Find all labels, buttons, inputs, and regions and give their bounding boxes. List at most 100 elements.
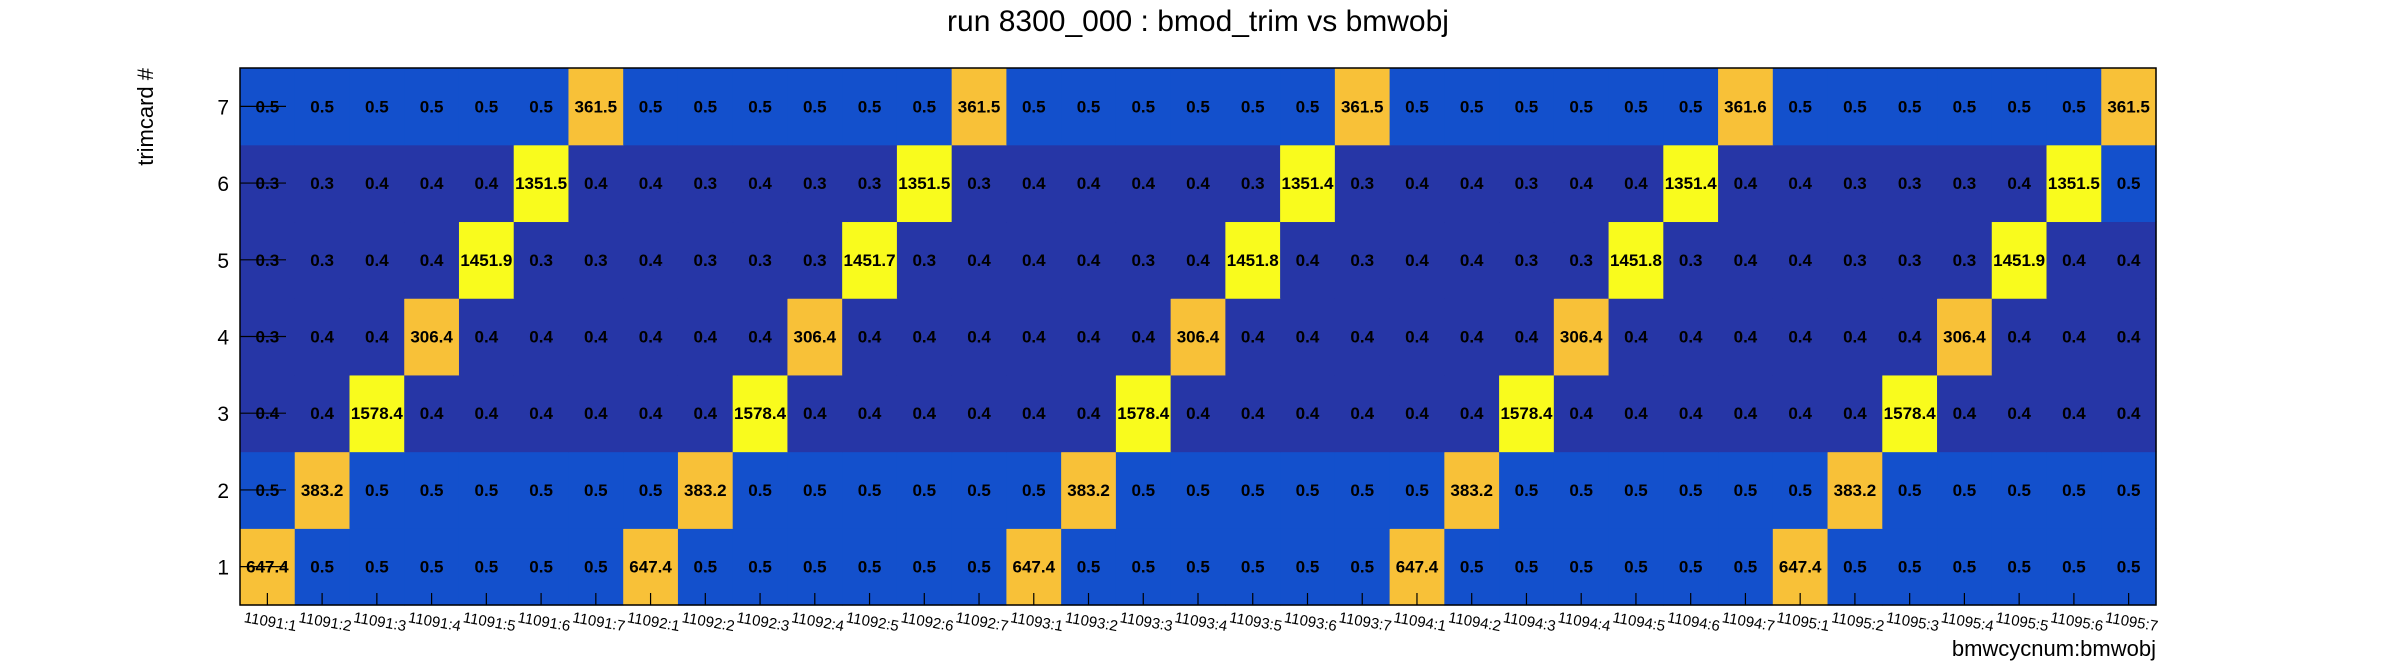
heatmap-cell — [2046, 528, 2102, 606]
cell-value-label: 0.3 — [310, 251, 334, 270]
heatmap-cell — [787, 144, 843, 223]
heatmap-cell — [1991, 298, 2048, 376]
cell-value-label: 0.3 — [1515, 174, 1539, 193]
heatmap-cell — [1280, 221, 1336, 299]
heatmap-cell — [1006, 298, 1062, 376]
cell-value-label: 0.3 — [967, 174, 991, 193]
cell-value-label: 0.3 — [1569, 251, 1593, 270]
cell-value-label: 0.4 — [1077, 251, 1101, 270]
heatmap-cell — [842, 374, 898, 453]
heatmap-cell — [458, 451, 515, 529]
cell-value-label: 0.4 — [1077, 174, 1101, 193]
cell-value-label: 306.4 — [410, 328, 453, 347]
x-tick-label: 11094:6 — [1666, 609, 1721, 635]
heatmap-cell — [677, 528, 734, 606]
heatmap-cell — [1061, 221, 1117, 299]
cell-value-label: 0.4 — [1788, 404, 1812, 423]
cell-value-label: 0.5 — [2062, 97, 2086, 116]
cell-value-label: 0.5 — [1569, 481, 1593, 500]
cell-value-label: 1351.5 — [2048, 174, 2100, 193]
cell-value-label: 0.4 — [1898, 328, 1922, 347]
heatmap-cell — [1937, 528, 1993, 606]
cell-value-label: 0.5 — [803, 558, 827, 577]
cell-value-label: 0.4 — [1405, 328, 1429, 347]
y-axis: 1 2 3 4 5 6 7 — [217, 96, 286, 580]
heatmap-cell — [1115, 528, 1172, 606]
heatmap-cell — [1718, 374, 1774, 453]
x-tick-label: 11095:2 — [1830, 609, 1885, 635]
heatmap-cell — [951, 144, 1007, 223]
cell-value-label: 0.5 — [1898, 97, 1922, 116]
heatmap-cell — [1006, 528, 1062, 606]
cell-value-label: 0.5 — [365, 97, 389, 116]
cell-value-label: 0.4 — [803, 404, 827, 423]
cell-value-label: 0.5 — [1186, 558, 1210, 577]
heatmap-cell — [732, 528, 789, 606]
heatmap-cell — [1170, 221, 1226, 299]
heatmap-cell — [951, 68, 1007, 146]
cell-value-label: 0.3 — [1350, 251, 1374, 270]
heatmap-cell — [568, 221, 624, 299]
cell-value-label: 0.5 — [1679, 558, 1703, 577]
heatmap-cell — [951, 221, 1007, 299]
heatmap-cell — [1772, 221, 1829, 299]
heatmap-cell — [1170, 374, 1226, 453]
cell-value-label: 0.3 — [1898, 251, 1922, 270]
cell-value-label: 0.4 — [1022, 404, 1046, 423]
heatmap-cell — [1061, 144, 1117, 223]
heatmap-cell — [677, 144, 734, 223]
cell-value-label: 0.5 — [1296, 481, 1320, 500]
cell-value-label: 0.5 — [1569, 97, 1593, 116]
heatmap-cell — [2101, 221, 2157, 299]
cell-value-label: 0.4 — [2007, 174, 2031, 193]
cell-value-label: 0.4 — [1843, 404, 1867, 423]
cell-value-label: 0.4 — [1515, 328, 1539, 347]
cell-value-label: 0.4 — [1788, 251, 1812, 270]
heatmap-cell — [1937, 374, 1993, 453]
heatmap-cell — [1225, 144, 1281, 223]
cell-value-label: 306.4 — [1943, 328, 1986, 347]
heatmap-cell — [1389, 374, 1445, 453]
cell-value-label: 0.4 — [1131, 174, 1155, 193]
cell-value-label: 0.4 — [2062, 328, 2086, 347]
x-tick-label: 11095:4 — [1940, 609, 1995, 635]
cell-value-label: 0.4 — [2062, 404, 2086, 423]
heatmap-cell — [1115, 374, 1172, 453]
cell-value-label: 0.3 — [1679, 251, 1703, 270]
cell-value-label: 0.5 — [529, 481, 553, 500]
cell-value-label: 0.5 — [1734, 481, 1758, 500]
x-tick-label: 11092:4 — [790, 609, 845, 635]
heatmap-cell — [1882, 68, 1938, 146]
cell-value-label: 0.5 — [1624, 558, 1648, 577]
cell-value-label: 0.5 — [420, 481, 444, 500]
heatmap-cell — [1334, 374, 1391, 453]
heatmap-cell — [2046, 298, 2102, 376]
cell-value-label: 0.5 — [912, 97, 936, 116]
heatmap-cell — [1499, 451, 1555, 529]
cell-value-label: 1351.5 — [515, 174, 567, 193]
cell-value-label: 383.2 — [1067, 481, 1110, 500]
heatmap-cell — [404, 528, 460, 606]
cell-value-label: 0.5 — [529, 558, 553, 577]
cell-value-label: 0.3 — [803, 174, 827, 193]
cell-value-label: 0.5 — [1624, 481, 1648, 500]
y-axis-label: trimcard # — [133, 67, 158, 166]
heatmap-cell — [349, 68, 405, 146]
chart-title: run 8300_000 : bmod_trim vs bmwobj — [947, 5, 1449, 38]
heatmap-cell — [458, 144, 515, 223]
heatmap-cell — [623, 68, 679, 146]
cell-value-label: 0.4 — [475, 174, 499, 193]
cell-value-label: 0.4 — [1460, 251, 1484, 270]
heatmap-cell — [1991, 451, 2048, 529]
cell-value-label: 0.5 — [858, 558, 882, 577]
cell-value-label: 0.5 — [1296, 97, 1320, 116]
heatmap-cell — [1061, 68, 1117, 146]
heatmap-cell — [513, 451, 570, 529]
heatmap-cell — [787, 374, 843, 453]
heatmap-cell — [1499, 144, 1555, 223]
x-tick-label: 11095:7 — [2104, 609, 2159, 635]
cell-value-label: 0.4 — [1022, 328, 1046, 347]
cell-value-label: 0.5 — [2062, 481, 2086, 500]
cell-value-label: 0.4 — [1077, 328, 1101, 347]
cell-value-label: 0.4 — [420, 404, 444, 423]
